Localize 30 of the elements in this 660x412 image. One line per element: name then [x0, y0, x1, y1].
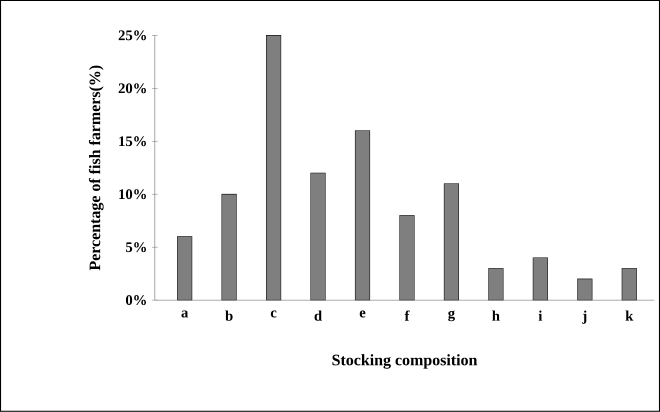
bar — [532, 258, 548, 300]
x-tick-label: b — [225, 310, 233, 321]
x-tick-label: i — [538, 310, 542, 321]
x-tick-label: e — [360, 310, 366, 318]
y-tick-label: 15% — [119, 136, 146, 146]
y-tick-label: 5% — [126, 242, 146, 252]
x-tick-label: k — [626, 310, 634, 321]
y-tick-label: 0% — [126, 295, 146, 306]
bar — [177, 236, 192, 300]
y-axis-title: Percentage of fish farmers(%) — [88, 66, 104, 270]
x-tick-label: f — [404, 310, 410, 321]
bar — [577, 278, 592, 300]
bar — [488, 268, 504, 300]
bar — [310, 172, 326, 300]
bar — [354, 130, 370, 300]
x-tick-label: j — [582, 310, 586, 324]
bar — [622, 268, 637, 300]
bar — [399, 215, 415, 300]
x-tick-label: g — [448, 310, 455, 322]
y-tick-label: 20% — [118, 83, 146, 94]
x-tick-label: a — [181, 310, 188, 318]
y-tick-label: 10% — [119, 189, 146, 200]
bar — [222, 194, 237, 300]
y-tick-label: 25% — [118, 30, 146, 40]
x-tick-label: h — [492, 310, 500, 321]
x-tick-label: d — [314, 310, 322, 321]
x-axis-title: Stocking composition — [332, 354, 478, 369]
bar — [444, 183, 460, 300]
bar — [266, 35, 282, 300]
x-tick-label: c — [270, 310, 276, 318]
